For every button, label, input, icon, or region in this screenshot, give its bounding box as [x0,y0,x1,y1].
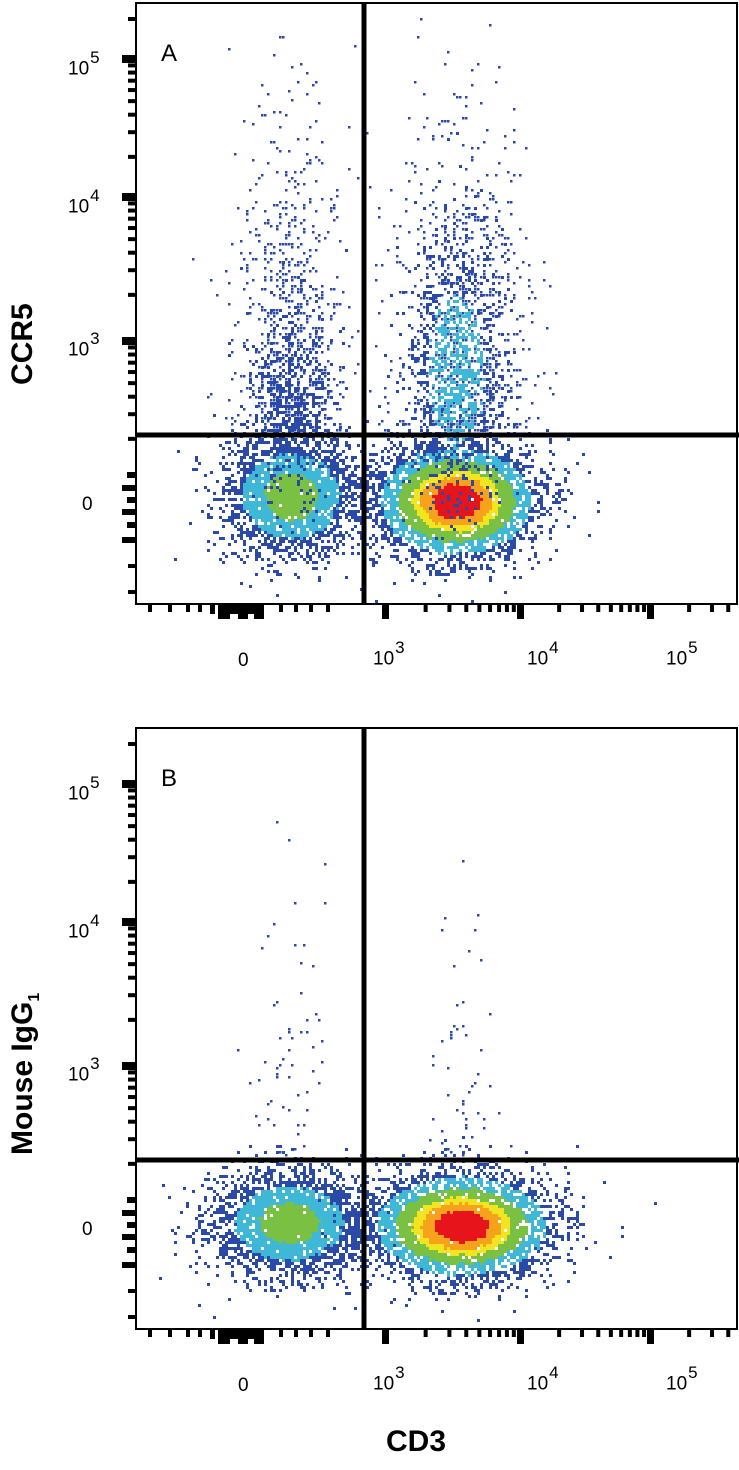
density-dots-a [174,18,600,606]
y-tick-1e5-a: 105 [68,48,100,80]
y-tick-0-b: 0 [82,1219,93,1240]
x-tick-1e5-a: 105 [666,638,698,670]
y-tick-1e4-a: 104 [68,186,100,218]
plot-frame-b [135,727,738,1330]
y-axis-ticks-a [122,17,136,594]
y-tick-1e5-b: 105 [68,773,100,805]
x-tick-1e4-b: 104 [527,1363,559,1395]
y-tick-1e4-b: 104 [68,911,100,943]
density-dots-b [159,821,657,1322]
x-tick-1e5-b: 105 [666,1363,698,1395]
y-tick-0-a: 0 [82,494,93,515]
x-tick-1e4-a: 104 [527,638,559,670]
panel-b: B 105 104 103 0 0 103 104 105 Mouse IgG1… [0,725,739,1470]
panel-a: A 105 104 103 0 0 103 104 105 CCR5 [0,0,739,700]
y-tick-1e3-b: 103 [68,1054,100,1086]
y-axis-label-a: CCR5 [6,303,39,385]
plot-b-svg [122,727,739,1344]
plot-a-svg [122,2,739,619]
x-tick-0-a: 0 [238,650,249,671]
x-tick-1e3-a: 103 [373,638,405,670]
y-tick-1e3-a: 103 [68,329,100,361]
plot-frame-a [135,2,738,605]
x-axis-ticks-a [148,604,731,619]
y-axis-label-b: Mouse IgG1 [6,992,43,1155]
y-axis-ticks-b [122,742,136,1319]
panel-letter-b: B [161,765,178,792]
x-tick-1e3-b: 103 [373,1363,405,1395]
x-axis-ticks-b [148,1329,731,1344]
panel-letter-a: A [161,40,178,67]
x-axis-label: CD3 [386,1425,447,1458]
x-tick-0-b: 0 [238,1375,249,1396]
